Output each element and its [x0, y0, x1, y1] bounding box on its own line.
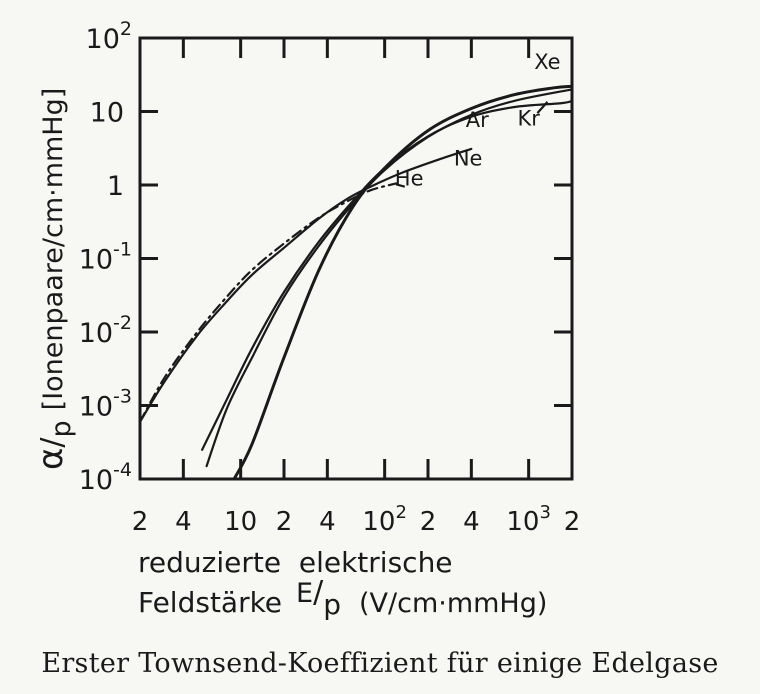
x-tick-label: 2 [564, 507, 581, 537]
leader-he [395, 183, 406, 188]
x-tick-label: 103 [506, 502, 551, 537]
series-label-xe: Xe [534, 50, 560, 74]
series-line-ar [205, 88, 572, 468]
series-label-ne: Ne [454, 146, 483, 170]
y-tick-label: 10-2 [79, 312, 132, 349]
y-axis-label: α/p[Ionenpaare/cm·mmHg] [31, 88, 77, 470]
series-line-ne [140, 147, 473, 423]
leader-kr [536, 101, 549, 114]
x-tick-label: 4 [175, 507, 192, 537]
x-axis-title-line1: reduzierte elektrische [138, 546, 453, 579]
series-label-ar: Ar [466, 108, 489, 132]
plot-border [138, 36, 574, 481]
x-axis-title-line2: Feldstärke E/p (V/cm·mmHg) [138, 575, 547, 621]
series-line-kr [201, 99, 572, 451]
x-tick-label: 102 [362, 502, 407, 537]
series-line-he [140, 182, 398, 423]
y-tick-label: 102 [86, 18, 132, 55]
y-tick-label: 10-1 [79, 239, 132, 276]
series-labels: Xe Ar Kr Ne He [395, 50, 561, 191]
y-tick-label: 10 [90, 98, 124, 129]
x-tick-label: 2 [132, 507, 149, 537]
x-tick-label: 4 [463, 507, 480, 537]
series-label-kr: Kr [517, 106, 540, 130]
x-tick-label: 10 [224, 507, 257, 537]
x-tick-label: 2 [420, 507, 437, 537]
series-lines [140, 84, 572, 479]
y-axis-title: α/p[Ionenpaare/cm·mmHg] [31, 88, 77, 470]
figure-caption: Erster Townsend-Koeffizient für einige E… [41, 648, 719, 679]
x-tick-label: 2 [276, 507, 293, 537]
x-tick-label: 4 [319, 507, 336, 537]
y-tick-label: 10-3 [79, 386, 132, 423]
y-tick-label: 1 [107, 171, 124, 202]
plot-frame [138, 36, 574, 481]
series-line-xe [232, 84, 572, 479]
y-tick-label: 10-4 [79, 459, 132, 496]
series-label-he: He [395, 167, 424, 191]
